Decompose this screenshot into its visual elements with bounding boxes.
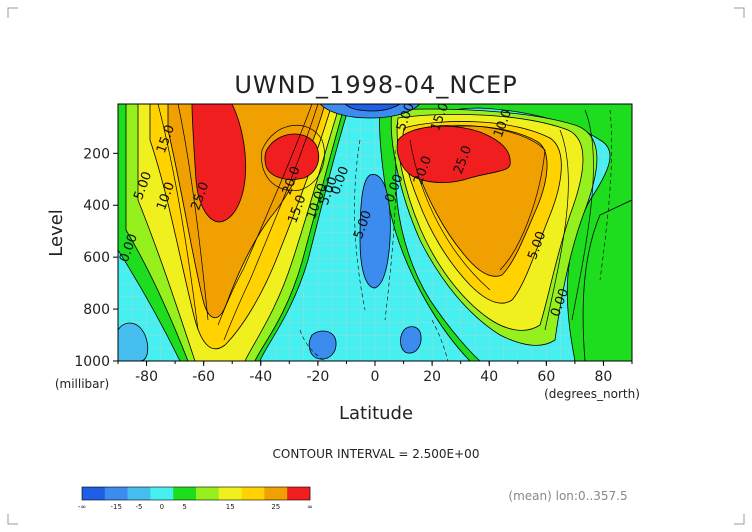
contour-line [157, 104, 199, 331]
band-top-darkblue [344, 104, 401, 112]
colorbar-label: -5 [136, 503, 143, 511]
x-tick-label: -40 [249, 369, 272, 385]
y-tick-label: 600 [83, 250, 110, 266]
x-tick-label: 20 [423, 369, 441, 385]
contour-line [409, 139, 491, 291]
colorbar-swatch [127, 487, 151, 500]
y-tick-label: 200 [83, 146, 110, 162]
colorbar-label: 15 [226, 503, 235, 511]
x-axis: -80 -60 -40 -20 0 20 40 60 80 [117, 361, 633, 385]
contour-lines [157, 104, 594, 341]
contour-line [431, 319, 449, 361]
y-tick-label: 1000 [74, 354, 110, 370]
band-nh-red [396, 125, 511, 184]
y-axis: 200 400 600 800 1000 [74, 146, 118, 370]
colorbar-label: 25 [271, 503, 280, 511]
x-unit-label: (degrees_north) [544, 387, 640, 401]
colorbar-swatch [150, 487, 174, 500]
colorbar-swatch [218, 487, 242, 500]
chart-title: UWND_1998-04_NCEP [234, 71, 517, 99]
colorbar-swatch [264, 487, 288, 500]
band-sfc-blue-1 [308, 330, 337, 360]
colorbar: -∞ -15 -5 0 5 15 25 ∞ [78, 486, 313, 511]
contour-lines-negative [299, 109, 612, 361]
colorbar-swatch [196, 487, 220, 500]
colorbar-swatch [82, 487, 106, 500]
colorbar-label: 0 [160, 503, 164, 511]
colorbar-swatch [241, 487, 265, 500]
colorbar-label: -∞ [78, 503, 86, 511]
contour-fills [118, 104, 632, 361]
band-eq-blue [359, 174, 391, 289]
colorbar-label: ∞ [307, 503, 313, 511]
colorbar-frame [81, 486, 311, 501]
contour-line [571, 109, 594, 321]
contour-line [177, 104, 209, 321]
band-nh-green-right [582, 199, 632, 361]
x-tick-label: -80 [135, 369, 158, 385]
colorbar-swatch [104, 487, 128, 500]
colorbar-label: -15 [110, 503, 121, 511]
contour-line [354, 139, 366, 311]
colorbar-swatch [173, 487, 197, 500]
y-tick-label: 400 [83, 198, 110, 214]
band-sfc-blue-2 [400, 326, 422, 354]
crop-marks [7, 7, 745, 525]
contour-line [299, 329, 326, 361]
contour-line [384, 149, 397, 321]
x-axis-label: Latitude [339, 403, 413, 424]
colorbar-label: 5 [182, 503, 186, 511]
x-tick-label: 60 [537, 369, 555, 385]
x-tick-label: 40 [480, 369, 498, 385]
contour-interval-label: CONTOUR INTERVAL = 2.500E+00 [273, 447, 480, 461]
contour-line [414, 124, 546, 271]
y-unit-label: (millibar) [55, 377, 109, 391]
x-tick-label: -60 [192, 369, 215, 385]
contour-line [223, 104, 319, 341]
x-tick-label: 0 [371, 369, 380, 385]
x-tick-label: -20 [306, 369, 329, 385]
contour-line [261, 125, 325, 192]
x-tick-label: 80 [595, 369, 613, 385]
contour-line [544, 129, 569, 331]
band-sh-red-1 [191, 104, 247, 223]
y-axis-label: Level [46, 209, 67, 257]
y-tick-label: 800 [83, 302, 110, 318]
colorbar-swatch [287, 487, 311, 500]
contour-line [217, 104, 313, 326]
footnote: (mean) lon:0..357.5 [508, 489, 627, 503]
contour-line [599, 109, 612, 281]
